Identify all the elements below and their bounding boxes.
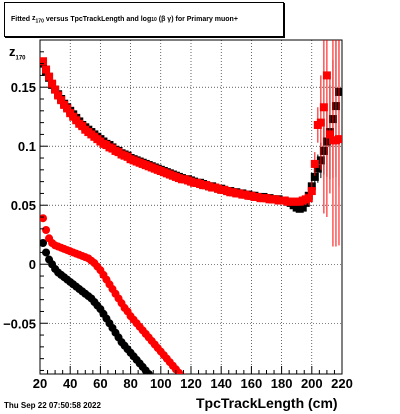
x-tick-label: 100 [150, 376, 172, 391]
x-tick-label: 40 [63, 376, 77, 391]
data-point-square [313, 164, 322, 173]
data-point-square [51, 85, 60, 94]
data-point-square [307, 187, 316, 196]
data-point-square [316, 118, 325, 127]
data-point-square [298, 203, 307, 212]
data-point-square [304, 194, 313, 203]
x-tick-label: 80 [123, 376, 137, 391]
title-symbol: z170 [32, 14, 44, 25]
title-middle: versus TpcTrackLength and log [45, 16, 152, 23]
data-point-square [48, 79, 57, 88]
title-prefix: Fitted [11, 16, 31, 23]
data-point-square [45, 72, 54, 81]
x-tick-label: 20 [33, 376, 47, 391]
data-point-square [319, 103, 328, 112]
chart-title: Fitted z170 versus TpcTrackLength and lo… [4, 2, 284, 37]
data-point-circle [42, 248, 51, 257]
data-point-square [322, 71, 331, 80]
data-point-square [63, 104, 72, 113]
data-point-square [310, 172, 319, 181]
data-point-circle [149, 373, 154, 374]
data-point-square [310, 159, 319, 168]
y-tick-label: 0.1 [18, 139, 36, 154]
data-marks [40, 40, 342, 374]
data-point-circle [144, 370, 153, 374]
x-tick-label: 60 [93, 376, 107, 391]
x-tick-label: 160 [241, 376, 263, 391]
x-axis-label: TpcTrackLength (cm) [196, 395, 338, 411]
y-tick-label: 0 [29, 257, 36, 272]
y-tick-label: −0.05 [3, 316, 36, 331]
x-tick-label: 220 [331, 376, 353, 391]
data-point-square [42, 65, 51, 74]
data-point-circle [42, 226, 51, 235]
title-beta-gamma: (β γ) [158, 16, 174, 23]
data-point-circle [40, 214, 48, 223]
data-point-square [57, 96, 66, 105]
data-point-square [325, 130, 334, 139]
x-tick-label: 200 [301, 376, 323, 391]
timestamp-footer: Thu Sep 22 07:50:58 2022 [4, 401, 101, 410]
title-suffix: for Primary muon+ [175, 16, 238, 23]
title-log-sub: 10 [151, 16, 157, 23]
y-axis-label: z170 [9, 44, 26, 62]
axis-ticks: 20 40 60 80 100 120 140 160 180 200 220 −0.05 0 0.05 0… [3, 51, 353, 391]
data-point-square [54, 91, 63, 100]
x-tick-label: 180 [271, 376, 293, 391]
y-tick-label: 0.15 [11, 80, 36, 95]
data-point-square [40, 57, 48, 66]
data-point-square [334, 135, 342, 144]
x-tick-label: 120 [180, 376, 202, 391]
x-tick-label: 140 [210, 376, 232, 391]
grid-lines [40, 40, 342, 374]
y-tick-label: 0.05 [11, 198, 36, 213]
